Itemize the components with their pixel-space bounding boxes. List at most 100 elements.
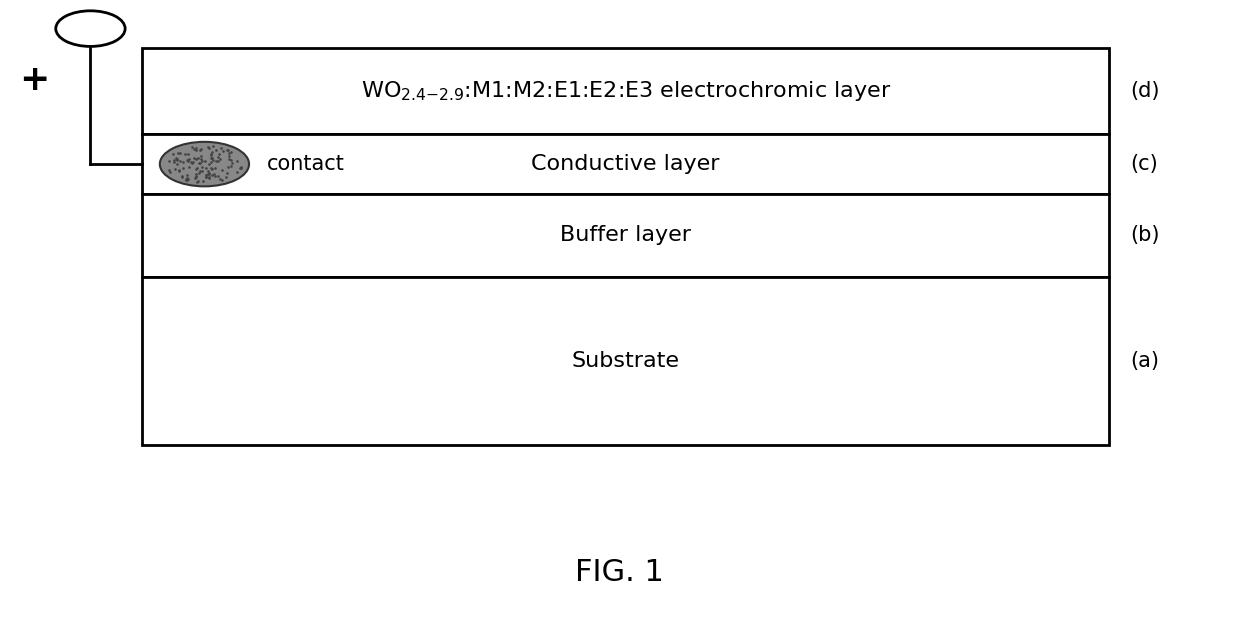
Point — [175, 149, 195, 159]
Point — [222, 147, 242, 157]
Point — [199, 143, 219, 153]
Point — [229, 163, 249, 173]
Point — [196, 170, 216, 180]
Point — [190, 158, 209, 168]
Point — [186, 163, 206, 174]
Point — [192, 166, 212, 176]
Point — [178, 156, 198, 167]
Point — [221, 155, 240, 165]
Point — [172, 172, 192, 182]
Point — [204, 171, 224, 181]
Point — [209, 154, 229, 164]
Point — [201, 149, 221, 160]
Point — [188, 176, 208, 186]
Point — [199, 173, 219, 183]
Point — [197, 170, 217, 180]
Point — [191, 151, 211, 162]
Point — [185, 172, 204, 183]
Point — [183, 153, 203, 163]
Point — [173, 163, 193, 174]
Point — [202, 164, 222, 174]
Point — [186, 169, 206, 179]
Point — [192, 144, 212, 154]
Bar — [142, 194, 1109, 277]
Point — [208, 149, 228, 159]
Point — [187, 170, 207, 181]
Point — [222, 158, 242, 169]
Point — [196, 172, 216, 182]
Point — [191, 167, 211, 177]
Point — [230, 163, 250, 173]
Point — [191, 145, 211, 155]
Point — [178, 174, 198, 184]
Point — [196, 172, 216, 183]
Point — [165, 155, 185, 165]
Point — [208, 152, 228, 162]
Point — [202, 153, 222, 163]
Point — [186, 154, 206, 164]
Point — [212, 165, 232, 175]
Point — [213, 175, 233, 185]
Bar — [142, 277, 1109, 445]
Point — [160, 156, 180, 166]
Point — [219, 148, 239, 158]
Point — [160, 167, 180, 177]
Point — [198, 142, 218, 152]
Point — [188, 158, 208, 169]
Point — [204, 163, 224, 173]
Point — [198, 169, 218, 179]
Point — [227, 167, 247, 177]
Point — [208, 171, 228, 181]
Point — [221, 161, 240, 171]
Point — [203, 155, 223, 165]
Point — [186, 172, 206, 182]
Text: WO$_{2.4\mathregular{-}2.9}$:M1:M2:E1:E2:E3 electrochromic layer: WO$_{2.4\mathregular{-}2.9}$:M1:M2:E1:E2… — [361, 79, 891, 102]
Point — [211, 174, 230, 184]
Point — [187, 145, 207, 155]
Point — [219, 154, 239, 164]
Point — [187, 163, 207, 173]
Point — [206, 156, 225, 166]
Point — [199, 169, 219, 179]
Point — [187, 177, 207, 187]
Point — [193, 176, 213, 186]
Point — [230, 162, 250, 172]
Text: Conductive layer: Conductive layer — [532, 154, 720, 174]
Point — [191, 153, 211, 163]
Point — [203, 141, 223, 151]
Point — [201, 157, 221, 167]
Point — [177, 170, 197, 181]
Point — [166, 164, 186, 174]
Point — [196, 156, 216, 167]
Point — [199, 169, 219, 179]
Bar — [142, 48, 1109, 134]
Point — [160, 165, 180, 176]
Point — [202, 163, 222, 174]
Point — [178, 154, 198, 164]
Point — [217, 168, 237, 178]
Point — [167, 155, 187, 165]
Point — [218, 145, 238, 155]
Point — [196, 163, 216, 173]
Point — [201, 150, 221, 160]
Point — [166, 153, 186, 163]
Point — [216, 172, 235, 183]
Point — [176, 174, 196, 184]
Text: +: + — [20, 62, 50, 97]
Point — [213, 146, 233, 156]
Point — [188, 153, 208, 163]
Point — [185, 144, 204, 154]
Point — [169, 166, 188, 176]
Point — [202, 170, 222, 180]
Point — [182, 158, 202, 168]
Text: Buffer layer: Buffer layer — [560, 225, 691, 245]
Point — [202, 148, 222, 158]
Point — [204, 169, 224, 179]
Point — [177, 174, 197, 184]
Point — [208, 156, 228, 167]
Point — [186, 142, 206, 153]
Point — [170, 148, 190, 158]
Point — [218, 162, 238, 172]
Point — [176, 175, 196, 185]
Point — [219, 151, 239, 161]
